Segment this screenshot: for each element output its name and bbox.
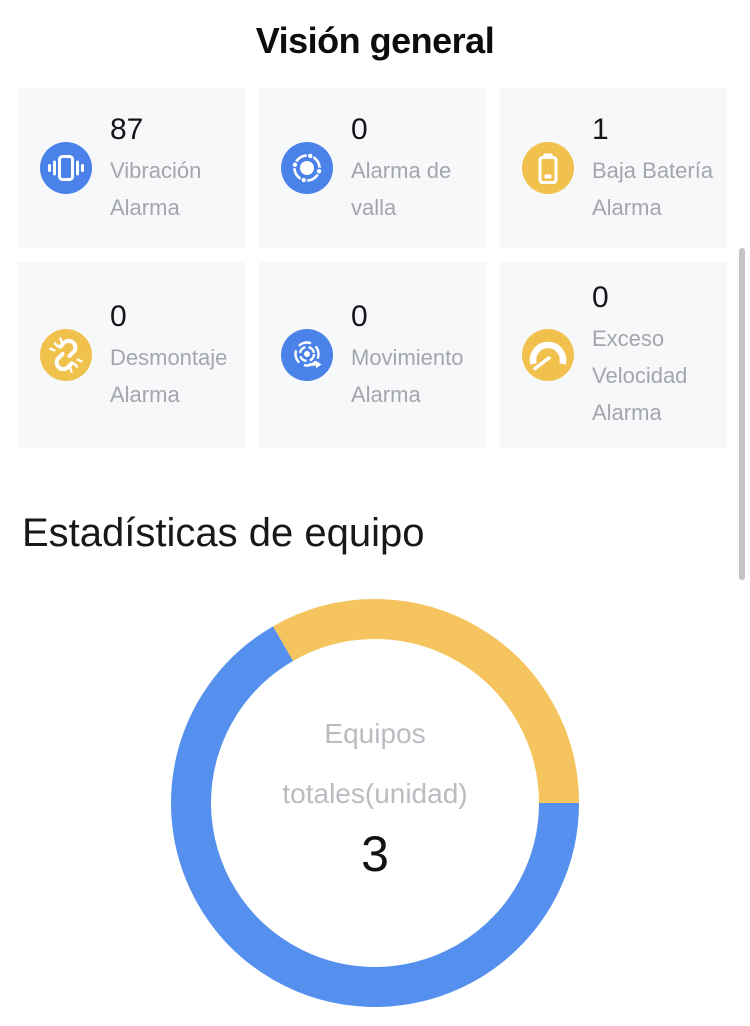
card-label: Desmontaje Alarma bbox=[110, 344, 228, 407]
donut-rings[interactable] bbox=[170, 598, 580, 1008]
overview-cards-grid: 87 Vibración Alarma 0 Alarma de valla 1 … bbox=[0, 72, 750, 448]
overview-card-overspeed[interactable]: 0 Exceso Velocidad Alarma bbox=[500, 262, 727, 448]
card-label: Movimiento Alarma bbox=[351, 344, 464, 407]
overview-card-dismantle[interactable]: 0 Desmontaje Alarma bbox=[18, 262, 245, 448]
section-title-equipment-statistics: Estadísticas de equipo bbox=[22, 511, 425, 555]
card-label: Exceso Velocidad Alarma bbox=[592, 326, 688, 425]
card-value: 0 bbox=[351, 299, 368, 333]
battery-icon bbox=[522, 142, 574, 194]
card-value: 0 bbox=[351, 112, 368, 146]
page-title: Visión general bbox=[255, 20, 495, 61]
overview-card-low-battery[interactable]: 1 Baja Batería Alarma bbox=[500, 88, 727, 248]
card-value: 0 bbox=[110, 299, 127, 333]
card-label: Vibración Alarma bbox=[110, 157, 202, 220]
card-label: Alarma de valla bbox=[351, 157, 452, 220]
speedometer-icon bbox=[522, 329, 574, 381]
equipment-donut-chart[interactable]: Equipos totales(unidad) 3 bbox=[170, 598, 580, 1008]
card-label: Baja Batería Alarma bbox=[592, 157, 714, 220]
vibration-icon bbox=[40, 142, 92, 194]
broken-link-icon bbox=[40, 329, 92, 381]
movement-icon bbox=[281, 329, 333, 381]
card-value: 87 bbox=[110, 112, 144, 146]
overview-card-movement[interactable]: 0 Movimiento Alarma bbox=[259, 262, 486, 448]
header: Visión general bbox=[0, 0, 750, 72]
fence-icon bbox=[281, 142, 333, 194]
overview-card-fence[interactable]: 0 Alarma de valla bbox=[259, 88, 486, 248]
card-value: 1 bbox=[592, 112, 609, 146]
scrollbar-thumb[interactable] bbox=[739, 248, 745, 580]
card-value: 0 bbox=[592, 281, 609, 314]
overview-card-vibration[interactable]: 87 Vibración Alarma bbox=[18, 88, 245, 248]
